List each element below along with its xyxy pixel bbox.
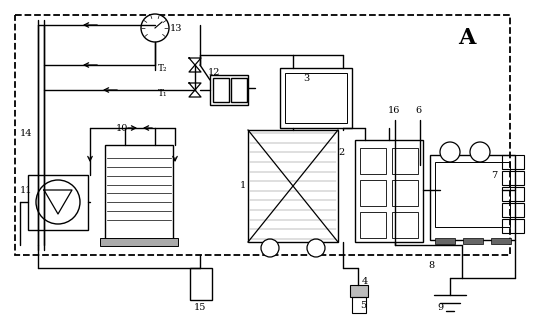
Bar (190, 268, 212, 300)
Text: 3: 3 (303, 74, 309, 82)
Bar (285, 73, 347, 123)
Bar (231, 78, 247, 102)
Text: 9: 9 (437, 304, 443, 312)
Bar (15, 15, 510, 255)
Text: 10: 10 (116, 123, 128, 132)
Text: 16: 16 (388, 106, 400, 114)
Bar (392, 212, 418, 238)
Bar (100, 238, 178, 246)
Circle shape (141, 14, 169, 42)
Text: 2: 2 (338, 148, 344, 157)
Circle shape (307, 239, 325, 257)
Circle shape (470, 142, 490, 162)
Text: 1: 1 (240, 181, 246, 190)
Text: 12: 12 (208, 68, 221, 77)
Circle shape (261, 239, 279, 257)
Bar (502, 171, 524, 185)
Text: 6: 6 (415, 106, 421, 114)
Bar (248, 130, 338, 242)
Circle shape (440, 142, 460, 162)
Bar (350, 285, 368, 297)
Bar (502, 187, 524, 201)
Text: 5: 5 (360, 300, 366, 309)
Bar (435, 238, 455, 244)
Bar (360, 212, 386, 238)
Bar (435, 162, 510, 227)
Bar (360, 148, 386, 174)
Bar (392, 148, 418, 174)
Text: T₁: T₁ (158, 89, 167, 98)
Bar (280, 68, 352, 128)
Bar (491, 238, 511, 244)
Bar (392, 180, 418, 206)
Bar (360, 180, 386, 206)
Bar (463, 238, 483, 244)
Bar (352, 297, 366, 313)
Text: 4: 4 (362, 277, 368, 287)
Text: 8: 8 (428, 261, 434, 269)
Bar (213, 78, 229, 102)
Bar (355, 140, 423, 242)
Text: 14: 14 (20, 129, 33, 138)
Text: 15: 15 (194, 304, 206, 312)
Text: 7: 7 (491, 171, 497, 180)
Bar (210, 75, 248, 105)
Bar (502, 203, 524, 217)
Circle shape (36, 180, 80, 224)
Text: A: A (458, 27, 475, 49)
Text: 13: 13 (170, 24, 182, 33)
Bar (502, 155, 524, 169)
Bar (430, 155, 515, 240)
Bar (502, 219, 524, 233)
Text: T₂: T₂ (158, 64, 167, 72)
Text: 11: 11 (20, 185, 33, 194)
Bar (28, 175, 88, 230)
Bar (105, 145, 173, 240)
